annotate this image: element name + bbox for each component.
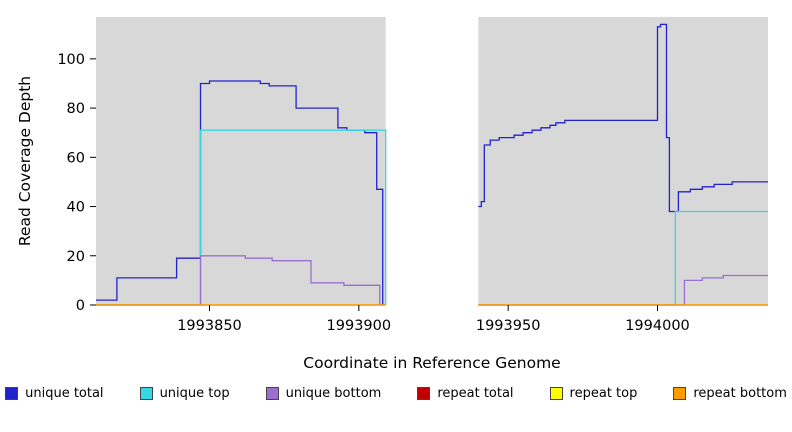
coverage-gap-region bbox=[385, 17, 479, 305]
y-tick-label: 80 bbox=[67, 101, 85, 117]
legend-item-repeat-bottom: repeat bottom bbox=[673, 386, 787, 401]
y-tick-label: 40 bbox=[67, 200, 85, 216]
legend-item-unique-top: unique top bbox=[139, 386, 230, 401]
legend-item-unique-bottom: unique bottom bbox=[265, 386, 382, 401]
series-unique-total-line-0 bbox=[96, 80, 384, 305]
y-tick-label: 0 bbox=[76, 298, 85, 314]
legend-swatch-unique-top bbox=[139, 387, 153, 400]
legend-item-repeat-total: repeat total bbox=[417, 386, 514, 401]
series-unique-bottom-line-1 bbox=[478, 274, 768, 306]
legend-label: repeat bottom bbox=[693, 386, 787, 401]
legend-label: unique bottom bbox=[285, 386, 382, 401]
chart-legend: unique total unique top unique bottom repea… bbox=[0, 386, 792, 401]
y-tick-label: 100 bbox=[57, 52, 85, 68]
x-tick-label: 1994000 bbox=[625, 318, 690, 334]
y-axis-label: Read Coverage Depth bbox=[16, 76, 34, 246]
legend-item-unique-total: unique total bbox=[5, 386, 104, 401]
x-axis-label: Coordinate in Reference Genome bbox=[303, 354, 560, 372]
x-tick-label: 1993900 bbox=[327, 318, 392, 334]
legend-swatch-unique-bottom bbox=[265, 387, 279, 400]
coverage-chart: 1993850 1993900 1993950 1994000 0 20 40 60 80 100… bbox=[16, 17, 768, 372]
legend-label: repeat total bbox=[437, 386, 514, 401]
x-tick-label: 1993850 bbox=[177, 318, 242, 334]
legend-swatch-repeat-total bbox=[417, 387, 431, 400]
legend-label: unique top bbox=[159, 386, 230, 401]
series-unique-bottom-line-0 bbox=[96, 255, 381, 306]
legend-label: unique total bbox=[25, 386, 104, 401]
y-tick-label: 20 bbox=[67, 249, 85, 265]
x-tick-label: 1993950 bbox=[476, 318, 541, 334]
series-unique-total-line-1 bbox=[478, 23, 768, 213]
legend-swatch-unique-total bbox=[5, 387, 19, 400]
legend-swatch-repeat-top bbox=[549, 387, 563, 400]
legend-label: repeat top bbox=[569, 386, 638, 401]
legend-item-repeat-top: repeat top bbox=[549, 386, 638, 401]
y-tick-label: 60 bbox=[67, 150, 85, 166]
legend-swatch-repeat-bottom bbox=[673, 387, 687, 400]
